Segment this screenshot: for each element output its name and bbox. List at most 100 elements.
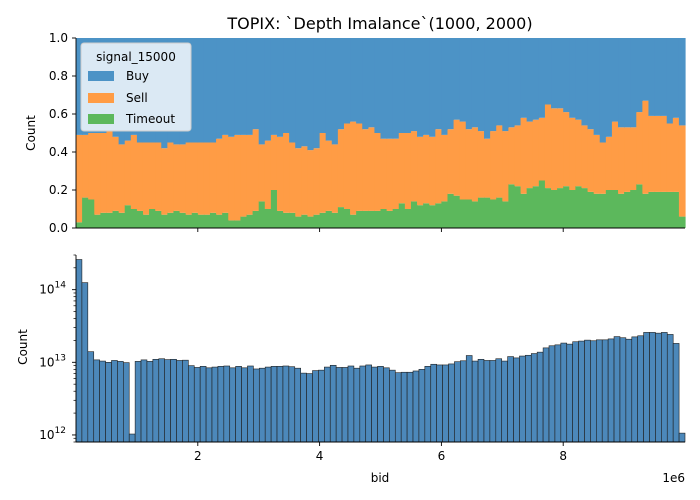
hist-bar-11 (140, 359, 148, 443)
bar-timeout-46 (356, 210, 363, 228)
bar-timeout-17 (179, 212, 187, 228)
hist-bar-37 (294, 367, 301, 443)
bar-timeout-11 (142, 214, 150, 228)
top-chart-x-axis (76, 227, 685, 232)
bar-timeout-55 (410, 201, 418, 228)
hist-bar-43 (329, 364, 337, 443)
bar-timeout-62 (453, 195, 461, 228)
bar-buy-72 (514, 38, 522, 126)
hist-bar-45 (341, 367, 349, 443)
bar-sell-30 (258, 144, 266, 202)
bar-sell-89 (618, 127, 625, 194)
bar-buy-68 (490, 38, 497, 132)
bar-buy-86 (599, 38, 607, 143)
hist-bar-95 (637, 335, 644, 443)
bar-timeout-82 (575, 186, 583, 228)
bar-timeout-31 (264, 209, 272, 228)
bar-sell-25 (228, 136, 235, 221)
hist-bar-99 (661, 332, 668, 443)
bar-sell-80 (563, 112, 570, 187)
bar-timeout-93 (642, 193, 650, 228)
bar-sell-78 (551, 108, 558, 190)
bar-buy-69 (496, 38, 503, 126)
bar-buy-63 (459, 38, 467, 122)
bar-buy-73 (520, 38, 528, 118)
bar-sell-86 (599, 142, 607, 194)
bar-buy-78 (551, 38, 558, 109)
bar-sell-5 (106, 131, 114, 213)
hist-bar-61 (436, 364, 443, 443)
hist-bar-20 (193, 367, 201, 443)
bar-sell-35 (289, 142, 296, 213)
bar-sell-91 (630, 127, 637, 190)
bar-timeout-24 (222, 212, 229, 228)
hist-bar-49 (365, 364, 372, 443)
bar-timeout-71 (508, 184, 516, 228)
bar-sell-27 (240, 134, 248, 217)
bar-timeout-61 (447, 193, 455, 228)
bar-timeout-48 (368, 210, 376, 228)
bar-sell-29 (252, 129, 260, 211)
bar-buy-27 (240, 38, 248, 135)
bar-sell-28 (246, 134, 254, 215)
bar-buy-88 (611, 38, 619, 122)
bar-timeout-20 (197, 214, 205, 228)
bottom-x-tick-label-0: 2 (194, 449, 202, 463)
bar-sell-52 (392, 138, 400, 209)
hist-bar-78 (536, 351, 544, 443)
bar-buy-58 (429, 38, 436, 137)
bar-sell-95 (654, 115, 662, 192)
legend-swatch-timeout (88, 114, 114, 124)
bar-sell-55 (410, 131, 418, 202)
hist-bar-81 (554, 344, 562, 443)
bar-timeout-86 (599, 193, 607, 228)
bar-buy-67 (484, 38, 491, 139)
bar-sell-93 (642, 100, 650, 194)
x-axis-offset-label: 1e6 (662, 471, 685, 485)
bar-buy-49 (374, 38, 382, 133)
bar-sell-38 (307, 150, 315, 217)
bar-sell-98 (672, 117, 680, 192)
bar-timeout-33 (276, 210, 284, 228)
hist-bar-62 (442, 364, 449, 443)
hist-bar-36 (288, 366, 296, 443)
bar-sell-24 (222, 134, 229, 213)
bar-timeout-9 (130, 209, 138, 228)
hist-bar-2 (87, 351, 95, 443)
bar-timeout-12 (149, 209, 156, 228)
top-y-tick-label-5: 1.0 (49, 31, 68, 45)
bar-buy-20 (197, 38, 205, 143)
hist-bar-23 (211, 366, 219, 443)
bar-timeout-21 (203, 214, 211, 228)
bar-buy-96 (660, 38, 668, 116)
bar-timeout-85 (593, 193, 601, 228)
bar-timeout-35 (289, 212, 296, 228)
bar-buy-39 (313, 38, 321, 149)
bar-sell-26 (234, 134, 242, 221)
bar-sell-68 (490, 131, 497, 200)
bar-sell-92 (636, 112, 643, 185)
hist-bar-5 (105, 362, 112, 443)
hist-bar-40 (312, 370, 319, 443)
bar-sell-0 (76, 134, 83, 223)
bar-sell-90 (624, 127, 631, 192)
bar-buy-65 (471, 38, 479, 128)
hist-bar-47 (353, 367, 361, 443)
bar-sell-44 (343, 123, 351, 209)
bar-timeout-36 (295, 216, 302, 228)
hist-bar-6 (111, 360, 118, 443)
bar-buy-56 (417, 38, 424, 137)
bar-buy-85 (593, 38, 601, 135)
legend-swatch-sell (88, 93, 114, 103)
bar-timeout-84 (587, 191, 595, 228)
hist-bar-102 (678, 432, 686, 443)
bar-sell-69 (496, 125, 503, 198)
bar-buy-99 (678, 38, 686, 126)
bar-sell-36 (295, 148, 302, 217)
bar-buy-32 (270, 38, 278, 135)
bar-buy-75 (532, 38, 540, 120)
hist-bar-33 (270, 366, 278, 443)
bottom-y-tick-label-2: 1014 (39, 281, 66, 297)
hist-bar-26 (229, 367, 236, 443)
bar-timeout-2 (88, 199, 95, 228)
